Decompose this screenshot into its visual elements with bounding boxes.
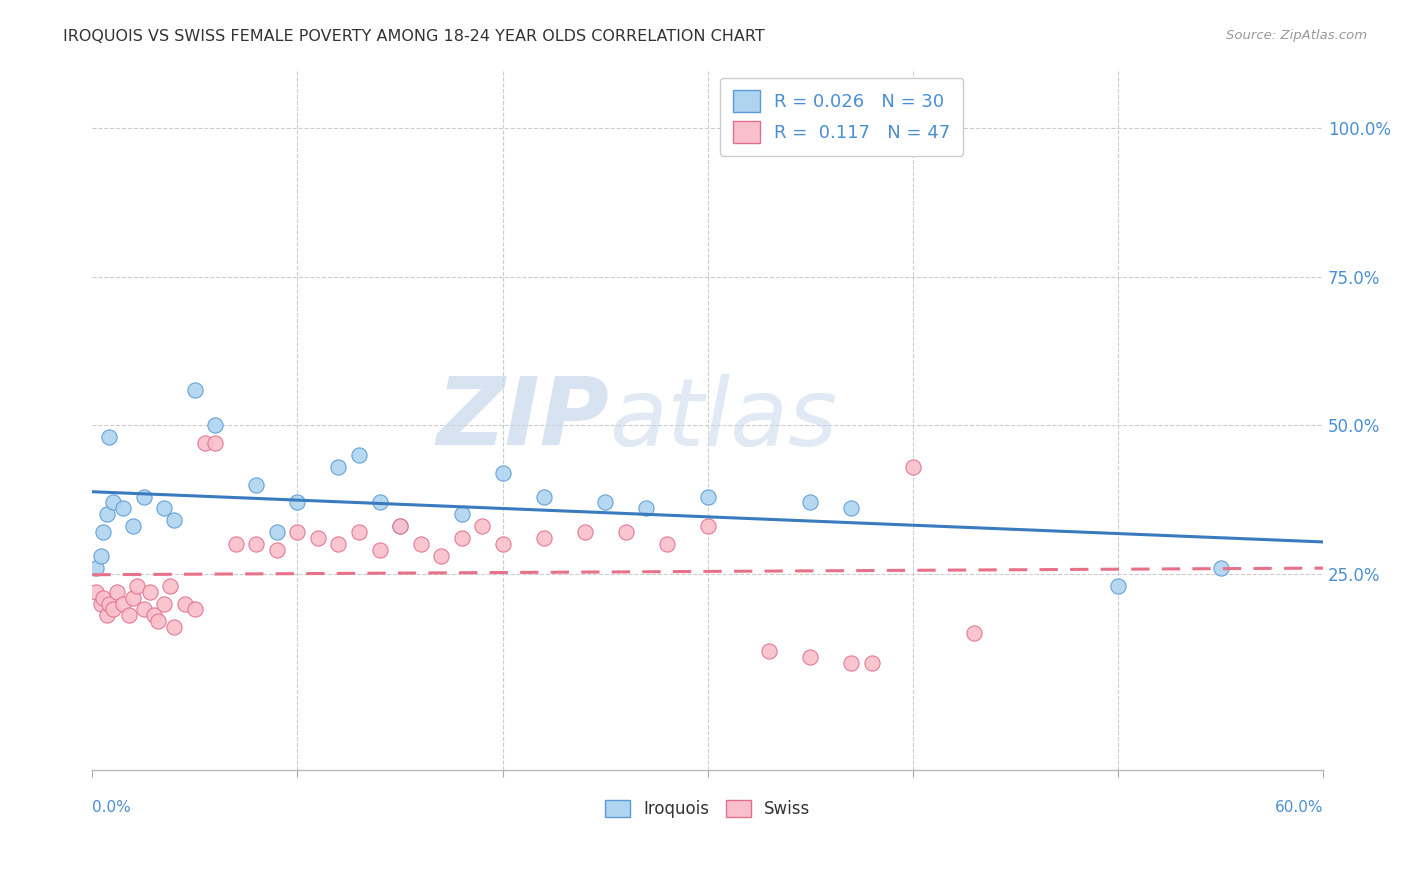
Point bbox=[593, 495, 616, 509]
Point bbox=[430, 549, 453, 563]
Point bbox=[287, 525, 309, 540]
Point bbox=[245, 537, 267, 551]
Point bbox=[636, 501, 658, 516]
Point bbox=[471, 519, 494, 533]
Point bbox=[112, 501, 135, 516]
Text: ZIP: ZIP bbox=[436, 373, 609, 466]
Point bbox=[696, 519, 718, 533]
Point bbox=[287, 495, 309, 509]
Point bbox=[450, 531, 472, 545]
Point bbox=[696, 490, 718, 504]
Point bbox=[533, 531, 555, 545]
Point bbox=[266, 525, 288, 540]
Point bbox=[96, 508, 118, 522]
Text: 60.0%: 60.0% bbox=[1275, 800, 1323, 814]
Point bbox=[963, 626, 986, 640]
Point bbox=[799, 650, 821, 665]
Point bbox=[86, 584, 108, 599]
Point bbox=[142, 608, 165, 623]
Point bbox=[368, 495, 391, 509]
Point bbox=[101, 495, 124, 509]
Point bbox=[132, 490, 155, 504]
Point bbox=[132, 602, 155, 616]
Point bbox=[389, 519, 412, 533]
Point bbox=[127, 579, 149, 593]
Point bbox=[97, 430, 120, 444]
Point bbox=[153, 501, 176, 516]
Point bbox=[409, 537, 432, 551]
Point bbox=[122, 519, 145, 533]
Point bbox=[204, 436, 226, 450]
Point bbox=[799, 495, 821, 509]
Point bbox=[105, 584, 128, 599]
Point bbox=[491, 466, 513, 480]
Point bbox=[328, 459, 350, 474]
Point bbox=[97, 597, 120, 611]
Point bbox=[574, 525, 596, 540]
Point bbox=[307, 531, 329, 545]
Point bbox=[1209, 561, 1232, 575]
Point bbox=[328, 537, 350, 551]
Point bbox=[839, 656, 862, 670]
Point bbox=[159, 579, 181, 593]
Point bbox=[1107, 579, 1129, 593]
Point bbox=[655, 537, 678, 551]
Point bbox=[118, 608, 141, 623]
Point bbox=[839, 501, 862, 516]
Point bbox=[389, 519, 412, 533]
Point bbox=[491, 537, 513, 551]
Point bbox=[163, 513, 186, 527]
Point bbox=[368, 543, 391, 558]
Point bbox=[225, 537, 247, 551]
Point bbox=[614, 525, 637, 540]
Point bbox=[758, 644, 780, 658]
Point bbox=[139, 584, 162, 599]
Point bbox=[146, 615, 169, 629]
Text: 0.0%: 0.0% bbox=[93, 800, 131, 814]
Point bbox=[347, 448, 370, 462]
Point bbox=[266, 543, 288, 558]
Point bbox=[91, 525, 114, 540]
Point bbox=[860, 656, 883, 670]
Point bbox=[245, 477, 267, 491]
Text: Source: ZipAtlas.com: Source: ZipAtlas.com bbox=[1226, 29, 1367, 42]
Legend: Iroquois, Swiss: Iroquois, Swiss bbox=[599, 793, 817, 825]
Point bbox=[112, 597, 135, 611]
Point bbox=[204, 418, 226, 433]
Text: atlas: atlas bbox=[609, 374, 838, 465]
Point bbox=[90, 597, 112, 611]
Point bbox=[347, 525, 370, 540]
Point bbox=[153, 597, 176, 611]
Point bbox=[184, 602, 207, 616]
Text: IROQUOIS VS SWISS FEMALE POVERTY AMONG 18-24 YEAR OLDS CORRELATION CHART: IROQUOIS VS SWISS FEMALE POVERTY AMONG 1… bbox=[63, 29, 765, 44]
Point bbox=[173, 597, 195, 611]
Point bbox=[101, 602, 124, 616]
Point bbox=[194, 436, 217, 450]
Point bbox=[86, 561, 108, 575]
Point bbox=[91, 591, 114, 605]
Point bbox=[96, 608, 118, 623]
Point bbox=[163, 620, 186, 634]
Point bbox=[533, 490, 555, 504]
Point bbox=[184, 383, 207, 397]
Point bbox=[901, 459, 924, 474]
Point bbox=[90, 549, 112, 563]
Point bbox=[122, 591, 145, 605]
Point bbox=[450, 508, 472, 522]
